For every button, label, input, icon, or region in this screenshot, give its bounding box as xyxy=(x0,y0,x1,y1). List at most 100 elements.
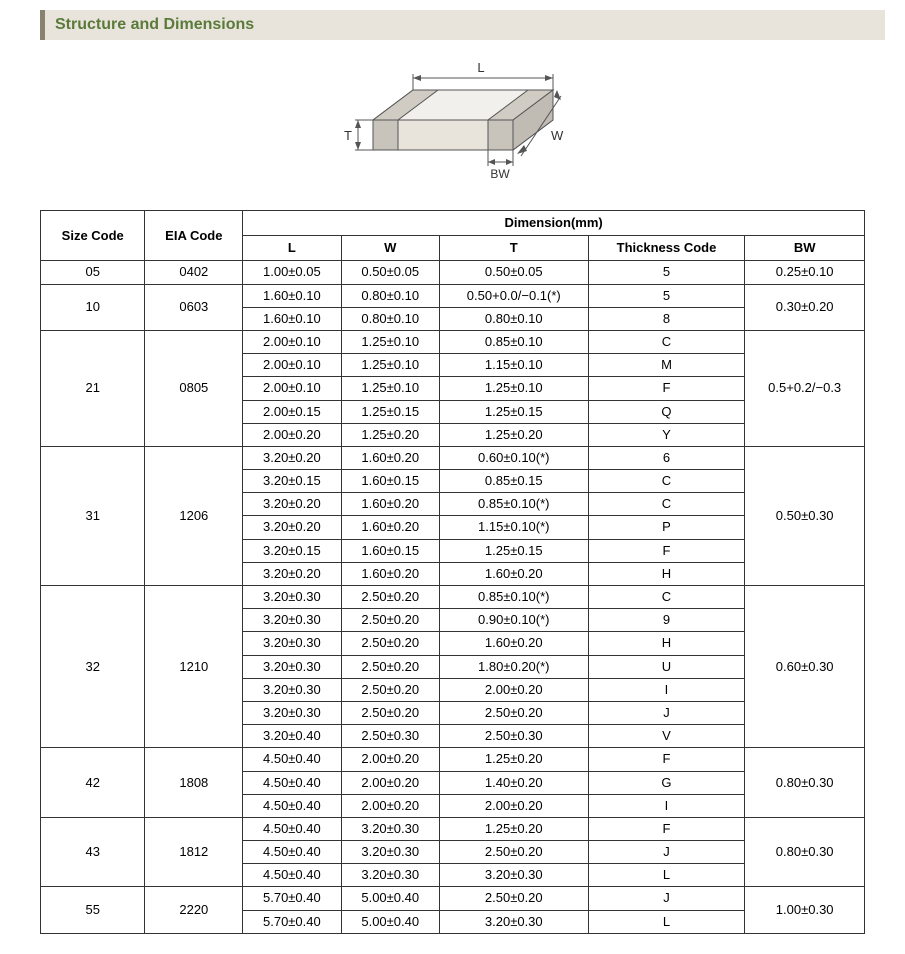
dimension-diagram: L T W BW xyxy=(0,40,905,210)
cell-T: 2.50±0.20 xyxy=(439,887,588,910)
cell-W: 5.00±0.40 xyxy=(341,910,439,933)
section-title: Structure and Dimensions xyxy=(55,16,254,33)
cell-T: 1.60±0.20 xyxy=(439,562,588,585)
cell-tc: 9 xyxy=(588,609,745,632)
cell-eia-code: 1210 xyxy=(145,586,243,748)
th-L: L xyxy=(243,236,341,261)
cell-T: 0.85±0.10 xyxy=(439,330,588,353)
cell-T: 1.25±0.15 xyxy=(439,400,588,423)
cell-size-code: 10 xyxy=(41,284,145,330)
label-L: L xyxy=(477,60,484,75)
cell-size-code: 42 xyxy=(41,748,145,818)
cell-tc: H xyxy=(588,632,745,655)
cell-L: 2.00±0.10 xyxy=(243,330,341,353)
cell-bw: 0.5+0.2/−0.3 xyxy=(745,330,865,446)
cell-L: 2.00±0.10 xyxy=(243,354,341,377)
cell-size-code: 55 xyxy=(41,887,145,933)
cell-T: 2.00±0.20 xyxy=(439,794,588,817)
cell-W: 5.00±0.40 xyxy=(341,887,439,910)
cell-T: 0.85±0.10(*) xyxy=(439,493,588,516)
cell-T: 3.20±0.30 xyxy=(439,864,588,887)
cell-T: 1.15±0.10(*) xyxy=(439,516,588,539)
cell-L: 2.00±0.15 xyxy=(243,400,341,423)
th-thickness-code: Thickness Code xyxy=(588,236,745,261)
cell-tc: 5 xyxy=(588,284,745,307)
cell-W: 1.60±0.15 xyxy=(341,470,439,493)
cell-W: 2.50±0.30 xyxy=(341,725,439,748)
cell-W: 2.50±0.20 xyxy=(341,586,439,609)
table-row: 0504021.00±0.050.50±0.050.50±0.0550.25±0… xyxy=(41,261,865,284)
cell-tc: 6 xyxy=(588,446,745,469)
cell-W: 1.25±0.10 xyxy=(341,354,439,377)
cell-L: 4.50±0.40 xyxy=(243,864,341,887)
table-row: 4318124.50±0.403.20±0.301.25±0.20F0.80±0… xyxy=(41,817,865,840)
cell-tc: 5 xyxy=(588,261,745,284)
cell-tc: F xyxy=(588,817,745,840)
cell-eia-code: 0603 xyxy=(145,284,243,330)
table-row: 1006031.60±0.100.80±0.100.50+0.0/−0.1(*)… xyxy=(41,284,865,307)
cell-tc: J xyxy=(588,841,745,864)
cell-T: 0.60±0.10(*) xyxy=(439,446,588,469)
cell-L: 3.20±0.20 xyxy=(243,562,341,585)
cell-W: 2.50±0.20 xyxy=(341,701,439,724)
cell-L: 4.50±0.40 xyxy=(243,794,341,817)
cell-bw: 0.80±0.30 xyxy=(745,748,865,818)
th-dimension: Dimension(mm) xyxy=(243,211,865,236)
cell-size-code: 05 xyxy=(41,261,145,284)
cell-tc: I xyxy=(588,794,745,817)
cell-tc: 8 xyxy=(588,307,745,330)
cell-tc: L xyxy=(588,864,745,887)
cell-eia-code: 1808 xyxy=(145,748,243,818)
th-W: W xyxy=(341,236,439,261)
cell-W: 1.25±0.10 xyxy=(341,330,439,353)
cell-T: 0.50+0.0/−0.1(*) xyxy=(439,284,588,307)
cell-T: 3.20±0.30 xyxy=(439,910,588,933)
cell-T: 0.80±0.10 xyxy=(439,307,588,330)
cell-L: 3.20±0.30 xyxy=(243,586,341,609)
cell-tc: Y xyxy=(588,423,745,446)
cell-bw: 0.25±0.10 xyxy=(745,261,865,284)
cell-W: 2.50±0.20 xyxy=(341,678,439,701)
cell-size-code: 32 xyxy=(41,586,145,748)
cell-W: 3.20±0.30 xyxy=(341,841,439,864)
cell-W: 2.00±0.20 xyxy=(341,748,439,771)
cell-tc: F xyxy=(588,539,745,562)
dimensions-table: Size Code EIA Code Dimension(mm) L W T T… xyxy=(40,210,865,934)
cell-bw: 0.30±0.20 xyxy=(745,284,865,330)
cell-L: 5.70±0.40 xyxy=(243,887,341,910)
table-row: 4218084.50±0.402.00±0.201.25±0.20F0.80±0… xyxy=(41,748,865,771)
cell-eia-code: 1812 xyxy=(145,817,243,887)
cell-L: 1.00±0.05 xyxy=(243,261,341,284)
cell-T: 0.85±0.10(*) xyxy=(439,586,588,609)
th-eia-code: EIA Code xyxy=(145,211,243,261)
cell-T: 1.60±0.20 xyxy=(439,632,588,655)
component-svg: L T W BW xyxy=(313,50,593,195)
cell-size-code: 31 xyxy=(41,446,145,585)
label-W: W xyxy=(551,128,564,143)
cell-tc: I xyxy=(588,678,745,701)
cell-bw: 0.50±0.30 xyxy=(745,446,865,585)
cell-tc: F xyxy=(588,748,745,771)
cell-tc: C xyxy=(588,470,745,493)
cell-T: 2.50±0.30 xyxy=(439,725,588,748)
cell-L: 5.70±0.40 xyxy=(243,910,341,933)
cell-L: 1.60±0.10 xyxy=(243,284,341,307)
cell-tc: C xyxy=(588,586,745,609)
cell-L: 4.50±0.40 xyxy=(243,841,341,864)
table-body: 0504021.00±0.050.50±0.050.50±0.0550.25±0… xyxy=(41,261,865,933)
cell-L: 2.00±0.20 xyxy=(243,423,341,446)
cell-T: 1.25±0.20 xyxy=(439,423,588,446)
cell-W: 1.25±0.20 xyxy=(341,423,439,446)
cell-W: 2.50±0.20 xyxy=(341,655,439,678)
cell-W: 1.60±0.20 xyxy=(341,516,439,539)
cell-tc: C xyxy=(588,330,745,353)
th-BW: BW xyxy=(745,236,865,261)
cell-L: 3.20±0.20 xyxy=(243,493,341,516)
cell-W: 3.20±0.30 xyxy=(341,817,439,840)
cell-L: 3.20±0.20 xyxy=(243,446,341,469)
cell-W: 2.50±0.20 xyxy=(341,609,439,632)
cell-W: 2.00±0.20 xyxy=(341,794,439,817)
cell-L: 3.20±0.30 xyxy=(243,701,341,724)
cell-size-code: 43 xyxy=(41,817,145,887)
cell-L: 3.20±0.30 xyxy=(243,655,341,678)
